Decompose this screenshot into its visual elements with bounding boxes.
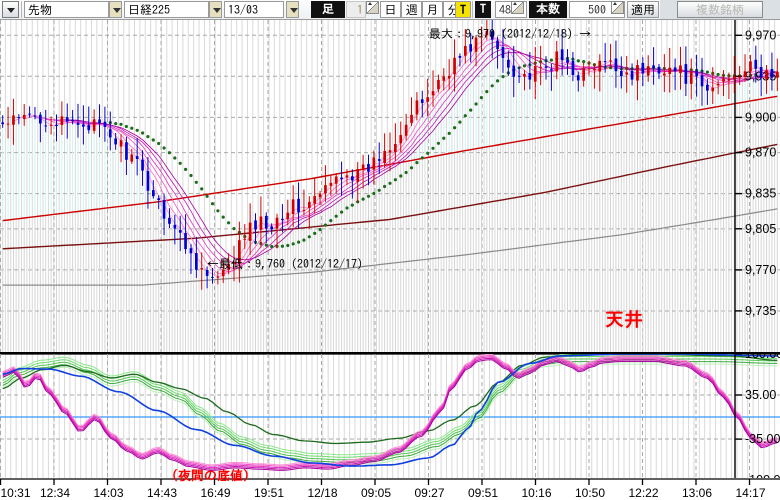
svg-text:9,735: 9,735 bbox=[745, 304, 776, 318]
svg-text:35.00: 35.00 bbox=[745, 388, 776, 402]
svg-text:10:50: 10:50 bbox=[575, 486, 605, 500]
svg-text:-35.00: -35.00 bbox=[745, 432, 780, 446]
svg-text:9,770: 9,770 bbox=[745, 263, 776, 277]
svg-text:9,900: 9,900 bbox=[745, 110, 776, 124]
svg-text:10:31: 10:31 bbox=[1, 486, 31, 500]
svg-text:12:22: 12:22 bbox=[629, 486, 659, 500]
svg-text:9,870: 9,870 bbox=[745, 146, 776, 160]
svg-text:12/18: 12/18 bbox=[308, 486, 338, 500]
svg-text:14:43: 14:43 bbox=[147, 486, 177, 500]
svg-text:16:49: 16:49 bbox=[201, 486, 231, 500]
svg-text:9,805: 9,805 bbox=[745, 222, 776, 236]
svg-text:13:06: 13:06 bbox=[682, 486, 712, 500]
svg-text:09:05: 09:05 bbox=[361, 486, 391, 500]
svg-text:14:03: 14:03 bbox=[94, 486, 124, 500]
svg-text:9,970: 9,970 bbox=[745, 28, 776, 42]
svg-text:09:51: 09:51 bbox=[468, 486, 498, 500]
svg-text:19:51: 19:51 bbox=[254, 486, 284, 500]
svg-text:10:16: 10:16 bbox=[522, 486, 552, 500]
svg-text:14:17: 14:17 bbox=[736, 486, 766, 500]
svg-text:12:34: 12:34 bbox=[40, 486, 70, 500]
svg-text:100.00: 100.00 bbox=[745, 354, 780, 361]
svg-text:9,835: 9,835 bbox=[745, 187, 776, 201]
svg-text:09:27: 09:27 bbox=[415, 486, 445, 500]
